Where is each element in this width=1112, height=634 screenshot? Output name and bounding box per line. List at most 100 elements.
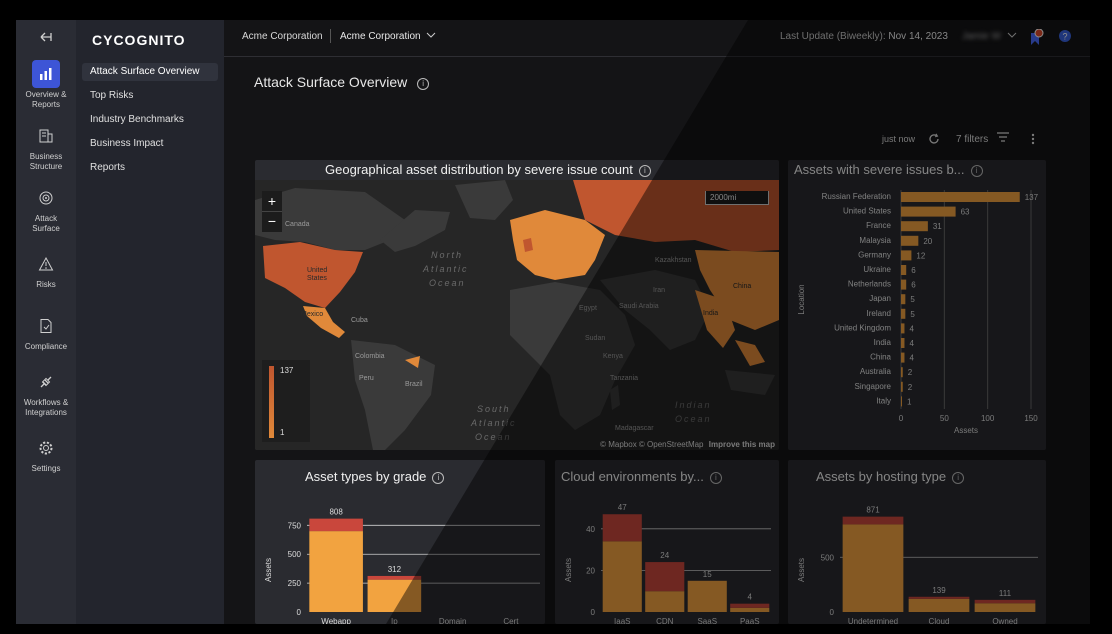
target-icon <box>32 184 60 212</box>
x-tick-label: 0 <box>899 414 904 423</box>
collapse-sidebar-icon[interactable] <box>38 30 54 44</box>
map-region-mexico[interactable] <box>303 306 345 338</box>
data-label: 12 <box>916 251 925 260</box>
data-label: 312 <box>388 565 402 574</box>
map-label: Madagascar <box>615 425 654 432</box>
last-update-date: Nov 14, 2023 <box>888 31 948 42</box>
data-label: 15 <box>703 570 712 579</box>
map-region-united-states[interactable] <box>263 242 363 308</box>
refresh-icon[interactable] <box>928 133 940 145</box>
bar-segment <box>645 591 685 612</box>
y-axis-label: Assets <box>564 558 573 582</box>
data-label: 4 <box>909 324 914 333</box>
bar-segment <box>842 516 904 525</box>
improve-map-link[interactable]: Improve this map <box>708 440 775 449</box>
x-tick-label: 100 <box>981 414 995 423</box>
map-label: Cuba <box>351 317 368 324</box>
building-icon <box>32 122 60 150</box>
y-tick-label: 0 <box>591 608 596 617</box>
nav-item-business-impact[interactable]: Business Impact <box>90 138 164 149</box>
legend-gradient <box>269 366 274 438</box>
bar <box>901 352 905 363</box>
bar-segment <box>730 603 770 608</box>
sidebar-item-label: Overview & <box>25 90 67 99</box>
data-label: 1 <box>907 397 912 406</box>
y-tick-label: France <box>866 221 891 230</box>
nav-item-reports[interactable]: Reports <box>90 162 126 173</box>
sidebar-item-label: Integrations <box>25 408 67 417</box>
info-icon[interactable]: i <box>952 472 965 484</box>
sidebar-item-compliance[interactable]: Compliance <box>16 312 76 352</box>
help-icon[interactable]: ? <box>1058 29 1072 46</box>
bar-segment <box>974 603 1036 612</box>
warning-icon <box>32 250 60 278</box>
org-selector[interactable]: Acme Corporation <box>340 31 436 42</box>
data-label: 24 <box>660 551 669 560</box>
last-update-label: Last Update (Biweekly): <box>780 31 886 42</box>
data-label: 4 <box>909 354 914 363</box>
bar-segment <box>602 514 642 542</box>
map-scale: 2000mi <box>705 191 769 205</box>
filters-button[interactable]: 7 filters <box>956 132 1010 145</box>
map-region-europe[interactable] <box>510 210 605 280</box>
sidebar-item-label: Attack <box>34 214 58 223</box>
bar <box>901 367 903 378</box>
map-region-china[interactable] <box>695 250 779 330</box>
y-tick-label: 750 <box>288 521 302 530</box>
data-label: 137 <box>1025 193 1039 202</box>
data-label: 6 <box>911 281 916 290</box>
info-icon[interactable]: i <box>970 165 983 177</box>
info-icon[interactable]: i <box>417 78 430 90</box>
map-label: China <box>733 283 751 290</box>
x-tick-label: Owned <box>992 617 1017 624</box>
data-label: 31 <box>933 222 942 231</box>
map-label: Ocean <box>475 432 512 442</box>
world-map[interactable]: Canada United States Mexico Cuba Colombi… <box>255 180 779 450</box>
location-bar-chart: 0 50 100 150 Russian Federation 137 United Sta… <box>797 190 1039 435</box>
nav-item-attack-surface-overview[interactable]: Attack Surface Overview <box>82 63 218 81</box>
more-options-icon[interactable] <box>1030 133 1036 145</box>
data-label: 871 <box>866 506 880 515</box>
divider <box>330 29 331 43</box>
page-title-text: Attack Surface Overview <box>254 74 408 90</box>
bar <box>901 192 1020 202</box>
page-title: Attack Surface Overview i <box>254 74 430 90</box>
bar-segment <box>908 596 970 599</box>
sidebar-item-label: Surface <box>32 224 60 233</box>
hosting-type-card: Assets by hosting type i 0 500 Assets 871 Und… <box>788 460 1046 624</box>
sidebar-item-overview[interactable]: Overview & Reports <box>16 60 76 110</box>
filters-label: 7 filters <box>956 134 989 145</box>
x-tick-label: Ip <box>391 617 398 624</box>
info-icon[interactable]: i <box>638 165 651 177</box>
info-icon[interactable]: i <box>432 472 445 484</box>
zoom-out-button[interactable]: − <box>262 212 282 232</box>
sidebar-item-label: Workflows & <box>23 398 69 407</box>
cycognito-logo[interactable]: CYCOGNITO <box>92 32 186 48</box>
map-label: South <box>477 404 511 414</box>
sidebar-item-workflows[interactable]: Workflows & Integrations <box>16 368 76 418</box>
icon-sidebar: Overview & Reports Business Structure At… <box>16 20 76 624</box>
chevron-down-icon <box>427 32 436 38</box>
sidebar-item-attack-surface[interactable]: Attack Surface <box>16 184 76 234</box>
info-icon[interactable]: i <box>709 472 722 484</box>
y-tick-label: 20 <box>586 566 595 575</box>
data-label: 6 <box>911 266 916 275</box>
y-tick-label: Malaysia <box>859 236 891 245</box>
y-axis-label: Location <box>797 284 806 314</box>
sidebar-item-business-structure[interactable]: Business Structure <box>16 122 76 172</box>
sidebar-item-risks[interactable]: Risks <box>16 250 76 290</box>
hosting-type-title: Assets by hosting type i <box>816 469 965 484</box>
data-label: 4 <box>748 593 753 602</box>
zoom-in-button[interactable]: + <box>262 191 282 212</box>
y-tick-label: Italy <box>876 396 891 405</box>
user-menu[interactable]: Jamie W <box>962 31 1017 42</box>
y-tick-label: Australia <box>860 367 892 376</box>
nav-item-top-risks[interactable]: Top Risks <box>90 90 134 101</box>
y-axis-label: Assets <box>797 558 806 582</box>
bookmark-icon[interactable] <box>1028 28 1044 50</box>
x-tick-label: SaaS <box>697 617 717 624</box>
legend-max: 137 <box>280 366 294 375</box>
map-label: Iran <box>653 287 665 294</box>
nav-item-industry-benchmarks[interactable]: Industry Benchmarks <box>90 114 184 125</box>
sidebar-item-settings[interactable]: Settings <box>16 434 76 474</box>
